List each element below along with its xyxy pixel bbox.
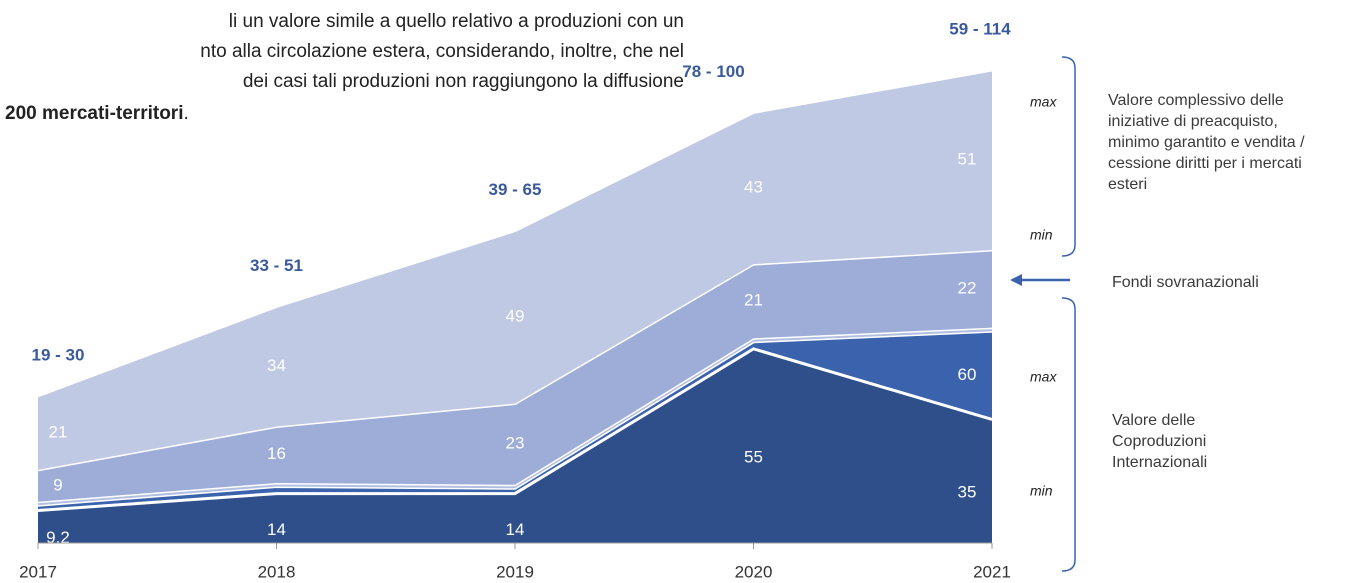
data-label: 35 bbox=[958, 483, 977, 502]
area bbox=[38, 70, 992, 470]
x-tick-label: 2020 bbox=[735, 562, 773, 581]
data-label: 55 bbox=[744, 447, 763, 466]
data-label: 60 bbox=[958, 365, 977, 384]
x-tick-label: 2018 bbox=[258, 562, 296, 581]
area-edge bbox=[37, 347, 993, 513]
data-label: 16 bbox=[267, 444, 286, 463]
brace-label: min bbox=[1030, 227, 1053, 243]
data-label: 23 bbox=[506, 434, 525, 453]
paragraph-line: li un valore simile a quello relativo a … bbox=[229, 11, 684, 32]
data-label: 43 bbox=[744, 178, 763, 197]
x-tick-label: 2017 bbox=[19, 562, 57, 581]
data-label: 21 bbox=[49, 422, 68, 441]
area bbox=[38, 250, 992, 502]
range-label: 33 - 51 bbox=[250, 256, 303, 275]
brace bbox=[1061, 56, 1076, 257]
data-label: 21 bbox=[744, 291, 763, 310]
side-label: Fondi sovranazionali bbox=[1112, 274, 1259, 291]
bold-text: 200 mercati-territori bbox=[5, 103, 183, 124]
area-edge bbox=[37, 68, 993, 398]
x-tick-label: 2021 bbox=[973, 562, 1011, 581]
range-label: 59 - 114 bbox=[949, 19, 1011, 38]
data-label: 9,2 bbox=[46, 528, 70, 547]
data-label: 14 bbox=[267, 520, 286, 539]
data-label: 49 bbox=[506, 307, 525, 326]
data-label: 22 bbox=[958, 278, 977, 297]
data-label: 14 bbox=[506, 520, 525, 539]
brace-label: min bbox=[1030, 483, 1053, 499]
data-label: 9 bbox=[53, 475, 62, 494]
data-label: 51 bbox=[958, 149, 977, 168]
paragraph-line: dei casi tali produzioni non raggiungono… bbox=[243, 71, 684, 92]
range-label: 39 - 65 bbox=[489, 180, 542, 199]
side-label: Valore complessivo delle iniziative di p… bbox=[1108, 92, 1305, 193]
range-label: 78 - 100 bbox=[682, 62, 744, 81]
brace-label: max bbox=[1030, 369, 1057, 385]
arrow-head bbox=[1010, 274, 1022, 286]
side-label: Valore delle Coproduzioni Internazionali bbox=[1112, 412, 1208, 471]
brace bbox=[1061, 297, 1076, 572]
range-label: 19 - 30 bbox=[32, 345, 85, 364]
text: . bbox=[183, 103, 188, 124]
brace-label: max bbox=[1030, 94, 1057, 110]
paragraph-line: nto alla circolazione estera, consideran… bbox=[200, 41, 684, 62]
data-label: 34 bbox=[267, 356, 286, 375]
x-tick-label: 2019 bbox=[496, 562, 534, 581]
paragraph-line: 200 mercati-territori. bbox=[5, 103, 189, 124]
